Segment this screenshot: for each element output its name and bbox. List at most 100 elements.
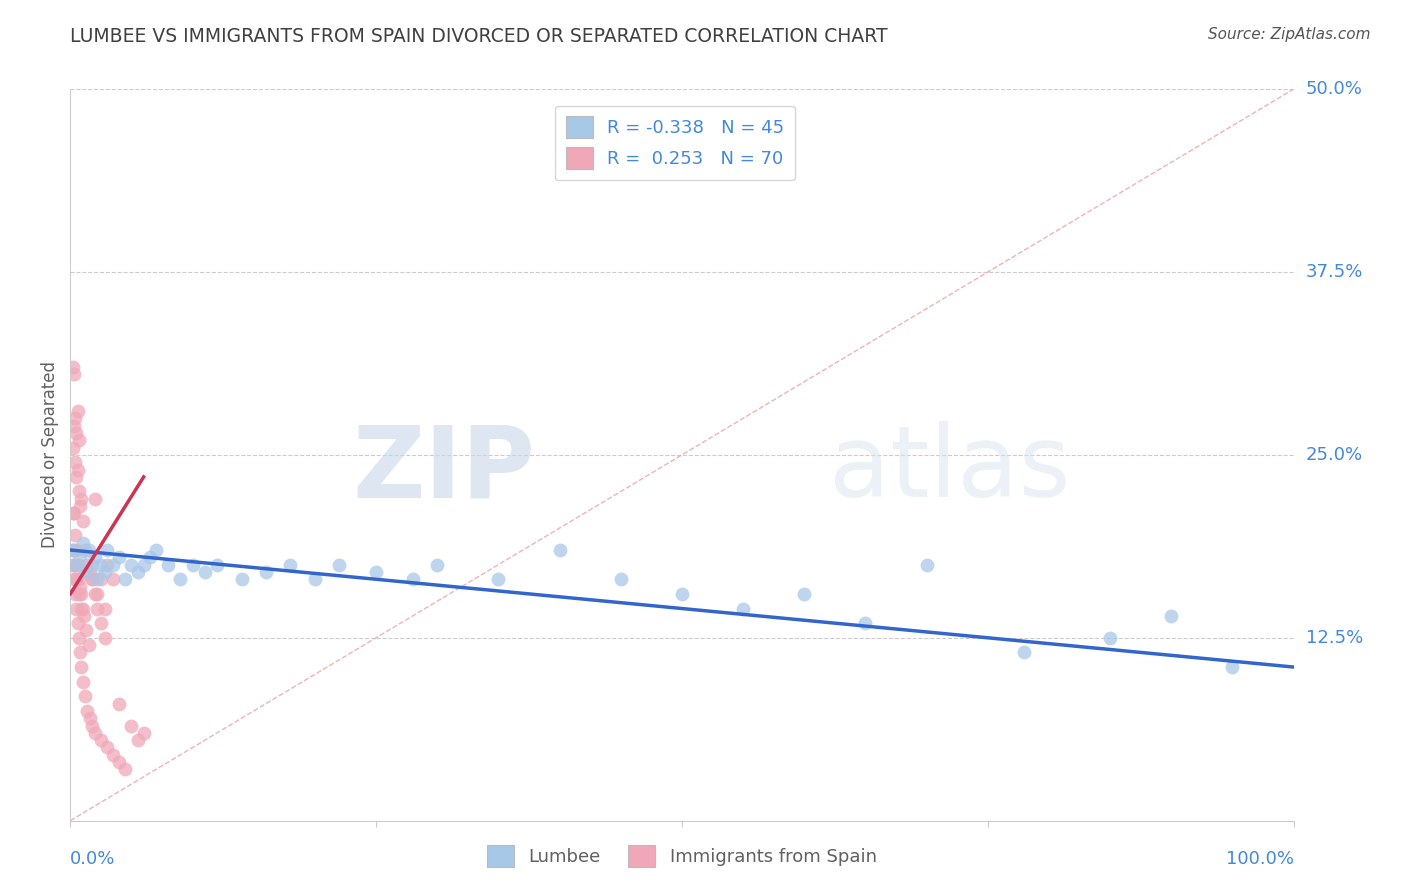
Point [63, 455, 86, 469]
Point [82, 558, 104, 572]
Point [915, 558, 938, 572]
Point [73, 690, 96, 704]
Point [72, 535, 94, 549]
Text: 50.0%: 50.0% [1306, 80, 1362, 98]
Point [73, 543, 96, 558]
Point [69, 499, 91, 513]
Point [63, 587, 86, 601]
Point [328, 558, 350, 572]
Point [67, 572, 90, 586]
Point [101, 572, 124, 586]
Point [548, 543, 571, 558]
Point [70, 601, 93, 615]
Point [66, 404, 89, 418]
Point [108, 755, 131, 769]
Point [72, 674, 94, 689]
Point [101, 747, 124, 762]
Y-axis label: Divorced or Separated: Divorced or Separated [41, 361, 59, 549]
Point [70, 660, 93, 674]
Point [65, 470, 87, 484]
Text: 12.5%: 12.5% [1306, 629, 1362, 647]
Point [96, 543, 118, 558]
Point [93, 631, 115, 645]
Point [82, 572, 104, 586]
Point [96, 558, 118, 572]
Point [77, 543, 100, 558]
Legend: Lumbee, Immigrants from Spain: Lumbee, Immigrants from Spain [479, 838, 884, 874]
Point [93, 601, 115, 615]
Point [83, 726, 105, 740]
Point [254, 565, 277, 579]
Point [65, 558, 87, 572]
Point [157, 558, 180, 572]
Point [121, 718, 143, 732]
Point [63, 507, 86, 521]
Point [62, 558, 84, 572]
Point [426, 558, 449, 572]
Point [855, 616, 877, 631]
Point [79, 711, 101, 725]
Point [231, 572, 253, 586]
Point [121, 558, 143, 572]
Point [96, 740, 118, 755]
Point [65, 425, 87, 440]
Point [69, 550, 91, 565]
Text: LUMBEE VS IMMIGRANTS FROM SPAIN DIVORCED OR SEPARATED CORRELATION CHART: LUMBEE VS IMMIGRANTS FROM SPAIN DIVORCED… [70, 27, 889, 45]
Text: ZIP: ZIP [353, 421, 536, 518]
Point [82, 718, 104, 732]
Point [76, 704, 98, 718]
Point [86, 601, 108, 615]
Point [72, 514, 94, 528]
Point [67, 631, 90, 645]
Point [733, 601, 755, 615]
Point [69, 645, 91, 659]
Point [402, 572, 425, 586]
Point [63, 558, 86, 572]
Point [366, 565, 388, 579]
Point [62, 507, 84, 521]
Point [93, 565, 115, 579]
Point [132, 558, 155, 572]
Point [610, 572, 633, 586]
Point [205, 558, 228, 572]
Point [90, 572, 112, 586]
Point [86, 572, 108, 586]
Point [83, 550, 105, 565]
Point [70, 491, 93, 506]
Point [65, 601, 87, 615]
Point [83, 491, 105, 506]
Point [1220, 660, 1243, 674]
Point [304, 572, 326, 586]
Point [1099, 631, 1122, 645]
Point [67, 484, 90, 499]
Point [62, 543, 84, 558]
Point [101, 558, 124, 572]
Point [63, 368, 86, 382]
Point [79, 565, 101, 579]
Point [62, 441, 84, 455]
Point [488, 572, 510, 586]
Text: Source: ZipAtlas.com: Source: ZipAtlas.com [1208, 27, 1371, 42]
Point [75, 624, 97, 638]
Point [67, 587, 90, 601]
Point [82, 572, 104, 586]
Point [671, 587, 693, 601]
Point [1014, 645, 1036, 659]
Point [73, 608, 96, 623]
Point [127, 565, 149, 579]
Point [90, 733, 112, 747]
Text: 100.0%: 100.0% [1226, 850, 1294, 868]
Text: atlas: atlas [828, 421, 1070, 518]
Point [72, 601, 94, 615]
Point [63, 418, 86, 433]
Point [73, 565, 96, 579]
Point [280, 558, 302, 572]
Point [66, 558, 89, 572]
Point [77, 638, 100, 652]
Text: 0.0%: 0.0% [70, 850, 115, 868]
Point [62, 360, 84, 375]
Point [62, 543, 84, 558]
Point [63, 411, 86, 425]
Point [86, 587, 108, 601]
Point [76, 558, 98, 572]
